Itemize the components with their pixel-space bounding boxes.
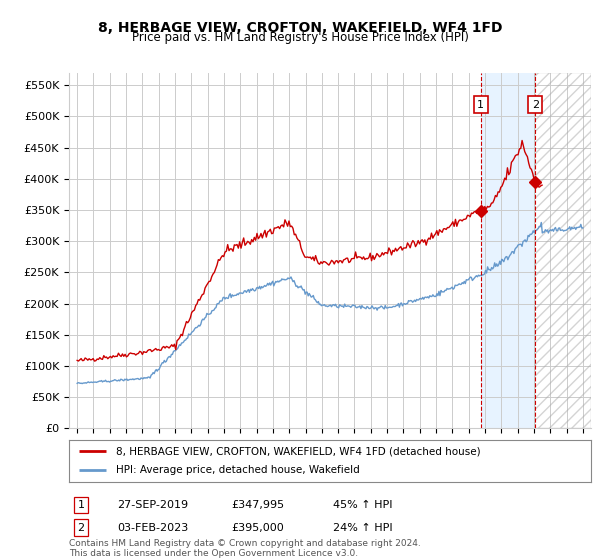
Text: £395,000: £395,000 bbox=[231, 522, 284, 533]
Text: Price paid vs. HM Land Registry's House Price Index (HPI): Price paid vs. HM Land Registry's House … bbox=[131, 31, 469, 44]
Bar bbox=[535, 73, 591, 428]
Text: 8, HERBAGE VIEW, CROFTON, WAKEFIELD, WF4 1FD: 8, HERBAGE VIEW, CROFTON, WAKEFIELD, WF4… bbox=[98, 21, 502, 35]
Text: 27-SEP-2019: 27-SEP-2019 bbox=[117, 500, 188, 510]
Bar bbox=[481, 73, 535, 428]
Text: 2: 2 bbox=[532, 100, 539, 110]
Text: 45% ↑ HPI: 45% ↑ HPI bbox=[333, 500, 392, 510]
Text: 1: 1 bbox=[77, 500, 85, 510]
Text: Contains HM Land Registry data © Crown copyright and database right 2024.
This d: Contains HM Land Registry data © Crown c… bbox=[69, 539, 421, 558]
Bar bbox=[535, 73, 591, 428]
Text: £347,995: £347,995 bbox=[231, 500, 284, 510]
Text: 1: 1 bbox=[477, 100, 484, 110]
Text: 2: 2 bbox=[77, 522, 85, 533]
Text: 03-FEB-2023: 03-FEB-2023 bbox=[117, 522, 188, 533]
Text: HPI: Average price, detached house, Wakefield: HPI: Average price, detached house, Wake… bbox=[116, 465, 360, 475]
Text: 8, HERBAGE VIEW, CROFTON, WAKEFIELD, WF4 1FD (detached house): 8, HERBAGE VIEW, CROFTON, WAKEFIELD, WF4… bbox=[116, 446, 481, 456]
Text: 24% ↑ HPI: 24% ↑ HPI bbox=[333, 522, 392, 533]
